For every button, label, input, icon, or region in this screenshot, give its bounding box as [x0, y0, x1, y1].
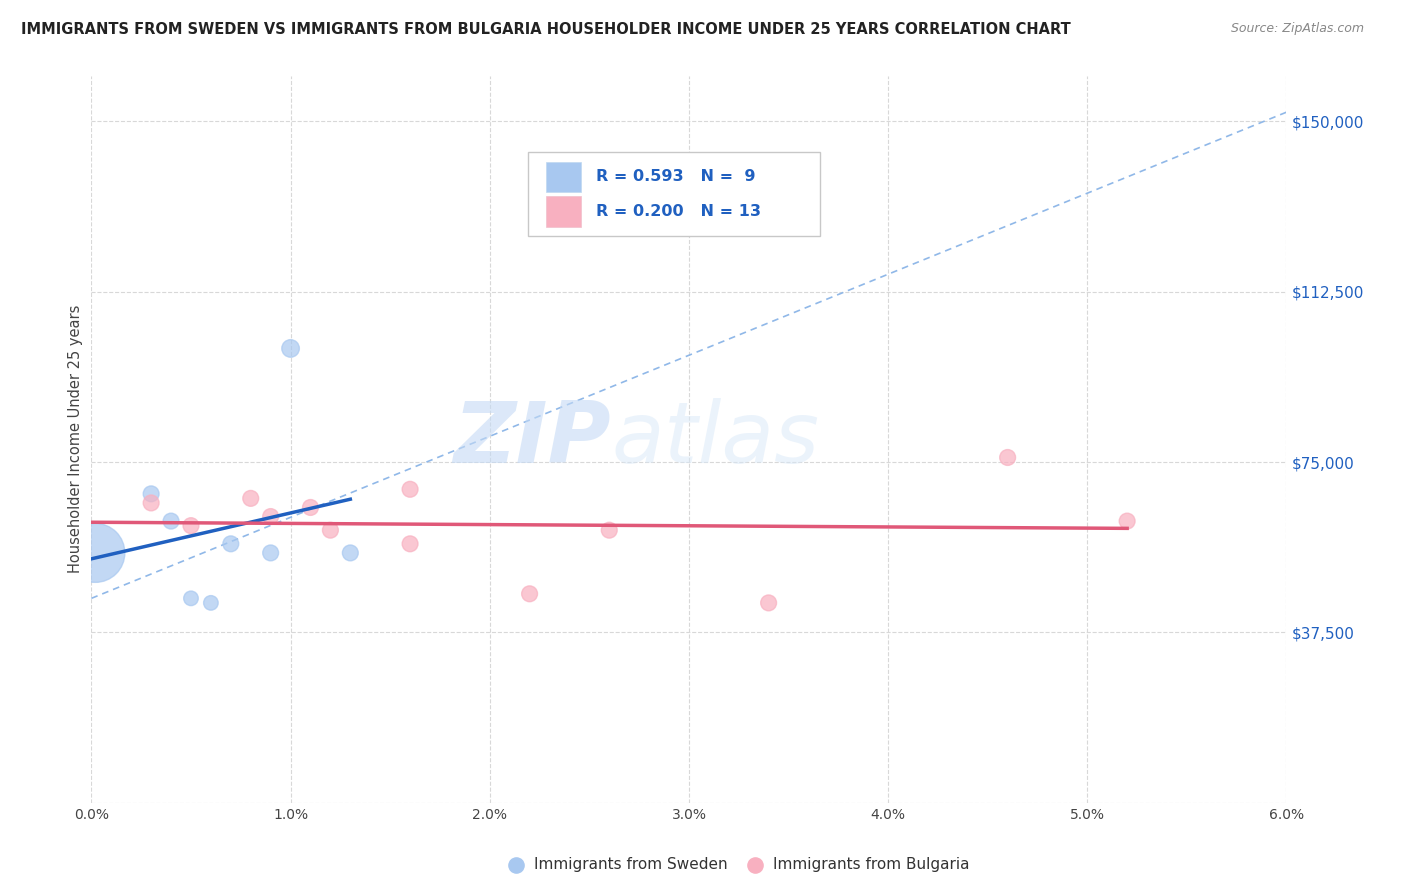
Text: IMMIGRANTS FROM SWEDEN VS IMMIGRANTS FROM BULGARIA HOUSEHOLDER INCOME UNDER 25 Y: IMMIGRANTS FROM SWEDEN VS IMMIGRANTS FRO…: [21, 22, 1071, 37]
Text: atlas: atlas: [612, 398, 820, 481]
Text: Immigrants from Sweden: Immigrants from Sweden: [534, 857, 727, 872]
Point: [399, 537, 422, 551]
Point: [519, 587, 541, 601]
Point: [180, 591, 202, 606]
Point: [299, 500, 322, 515]
Point: [758, 596, 780, 610]
FancyBboxPatch shape: [527, 153, 821, 235]
Point: [339, 546, 361, 560]
Point: [180, 518, 202, 533]
Text: R = 0.200   N = 13: R = 0.200 N = 13: [596, 204, 761, 219]
FancyBboxPatch shape: [546, 196, 582, 227]
Point: [997, 450, 1019, 465]
Point: [84, 546, 107, 560]
Point: [259, 509, 281, 524]
Point: [200, 596, 222, 610]
Point: [259, 546, 281, 560]
Point: [399, 483, 422, 497]
Point: [160, 514, 183, 528]
Text: Immigrants from Bulgaria: Immigrants from Bulgaria: [772, 857, 969, 872]
Text: Source: ZipAtlas.com: Source: ZipAtlas.com: [1230, 22, 1364, 36]
Text: R = 0.593   N =  9: R = 0.593 N = 9: [596, 169, 755, 185]
Point: [1116, 514, 1139, 528]
Point: [141, 487, 162, 501]
Point: [319, 523, 342, 537]
Point: [141, 496, 162, 510]
Text: ZIP: ZIP: [454, 398, 612, 481]
Point: [219, 537, 242, 551]
Y-axis label: Householder Income Under 25 years: Householder Income Under 25 years: [67, 305, 83, 574]
Point: [598, 523, 620, 537]
FancyBboxPatch shape: [546, 161, 582, 192]
Point: [239, 491, 262, 506]
Point: [280, 342, 302, 356]
